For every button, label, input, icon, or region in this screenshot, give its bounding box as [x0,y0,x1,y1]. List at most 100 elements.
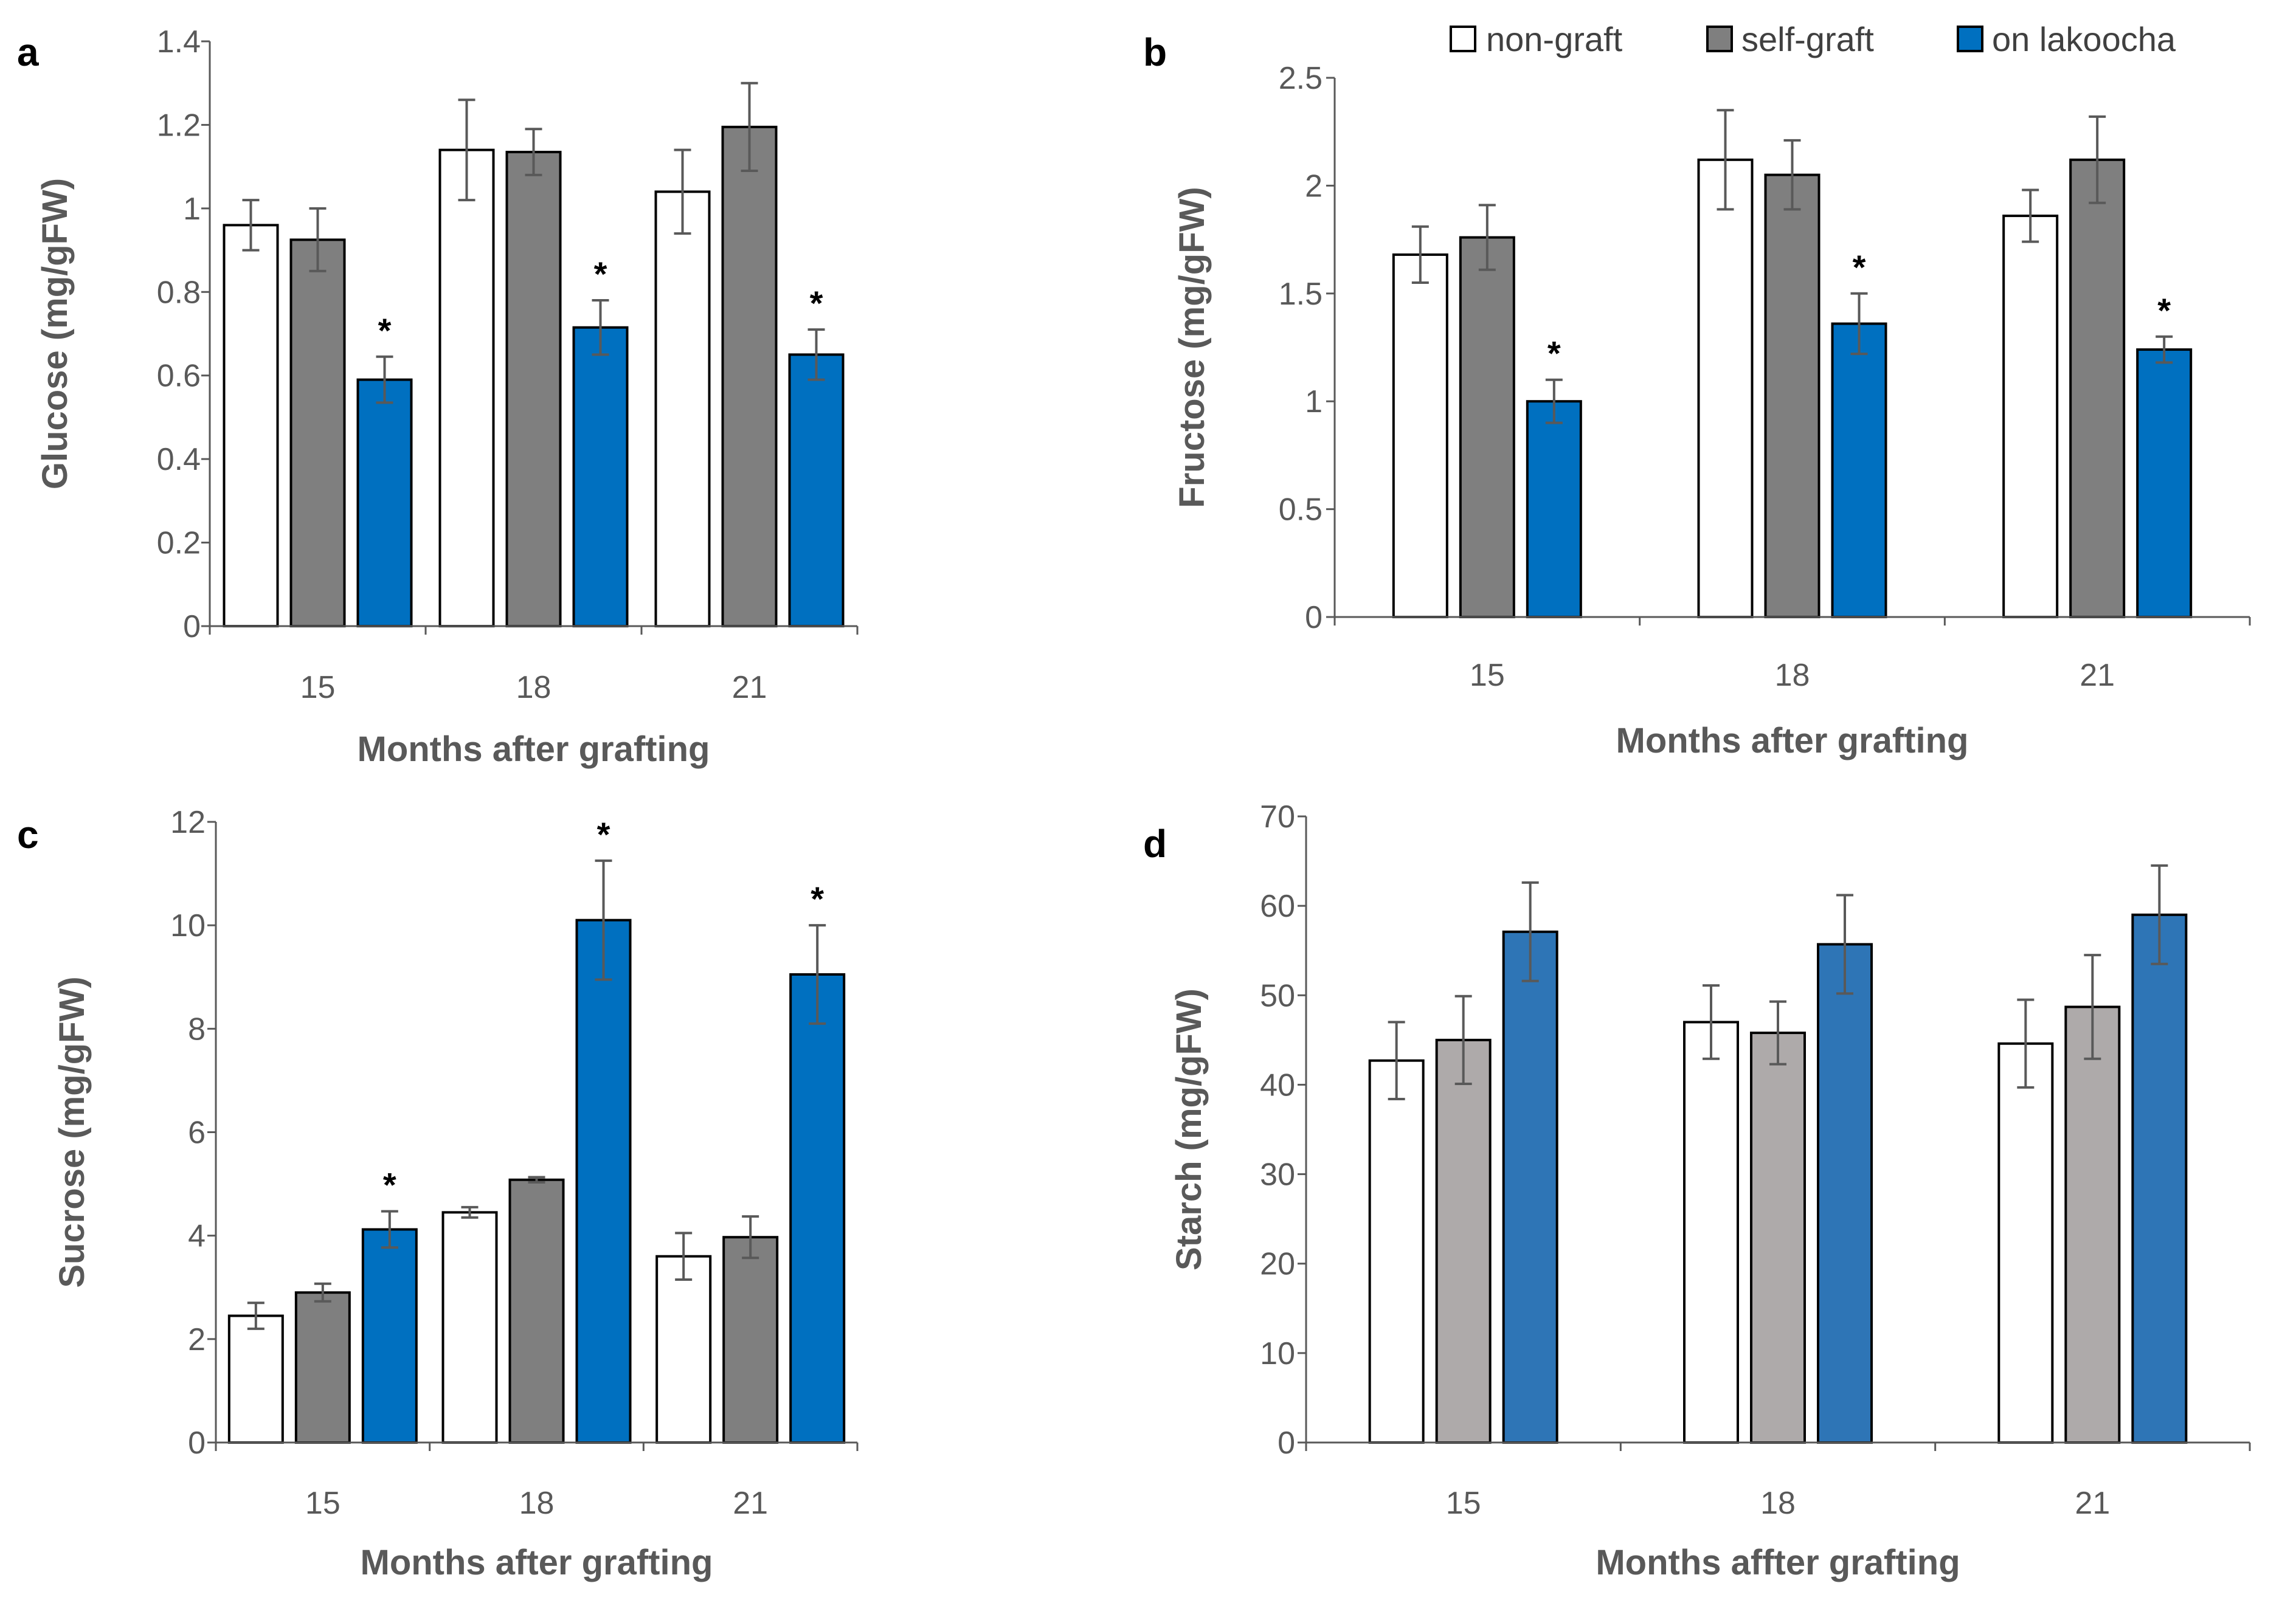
bar [2064,1005,2121,1444]
y-tick-label: 0.5 [1279,492,1323,528]
bar [361,1228,418,1444]
bar [223,224,279,628]
bar [1997,1042,2054,1444]
y-tick-label: 40 [1260,1067,1295,1103]
bar [294,1291,351,1444]
y-tick-label: 8 [188,1012,206,1047]
panel-label-c: c [17,813,39,857]
y-tick-label: 6 [188,1115,206,1151]
x-tick-label: 15 [300,670,336,705]
bar [789,973,846,1444]
y-tick-label: 50 [1260,978,1295,1013]
significance-star: * [383,1166,396,1204]
bar [1392,253,1448,619]
legend-swatch-non-graft [1450,26,1476,52]
bar [289,238,346,627]
y-tick-label: 0.2 [157,526,201,561]
bar [1750,1032,1806,1444]
x-axis-title: Months after grafting [361,1543,713,1582]
y-tick-label: 10 [170,908,206,943]
y-tick-label: 1 [183,191,201,227]
y-tick-label: 1.4 [157,24,201,60]
chart-sucrose: 0 2 4 6 8 10 12 * 15 * 18 * 21 Months after grafting S… [52,805,859,1582]
y-tick-label: 0 [183,609,201,644]
bar [1683,1021,1739,1444]
panel-label-b: b [1143,30,1167,74]
y-tick-label: 0 [1278,1425,1295,1461]
bar [1502,930,1558,1444]
x-tick-label: 18 [1775,658,1810,693]
bar [1459,236,1515,618]
y-tick-label: 10 [1260,1336,1295,1371]
bar [438,148,495,627]
y-tick-label: 0 [188,1425,206,1461]
significance-star: * [2157,291,2171,329]
bar [2136,348,2193,618]
legend-swatch-on-lakoocha [1957,26,1983,52]
y-tick-label: 2 [1305,168,1323,204]
y-tick-label: 30 [1260,1157,1295,1193]
chart-fructose: 0 0.5 1 1.5 2 2.5 * 15 * 18 * 21 Months after grafti… [1172,61,2251,760]
bar [505,151,562,628]
legend-label-on-lakoocha: on lakoocha [1992,20,2176,58]
y-tick-label: 4 [188,1219,206,1254]
legend-entry-non-graft: non-graft [1450,20,1623,58]
bar [1831,322,1887,618]
x-axis-title: Months after grafting [358,729,710,769]
significance-star: * [597,815,610,853]
x-tick-label: 18 [519,1486,555,1521]
bar [655,1255,712,1444]
y-tick-label: 0.4 [157,442,201,477]
x-tick-label: 15 [305,1486,341,1521]
x-tick-label: 21 [733,1486,768,1521]
chart-starch: 0 10 20 30 40 50 60 70 15 18 21 Months affter graft… [1169,799,2251,1582]
bar [788,353,845,627]
bar [2002,215,2059,618]
y-tick-label: 2 [188,1322,206,1357]
bar [356,378,413,627]
y-tick-label: 0.6 [157,359,201,394]
x-axis-title: Months affter grafting [1596,1543,1960,1582]
x-tick-label: 21 [2080,658,2115,693]
significance-star: * [1547,334,1561,373]
significance-star: * [810,284,823,322]
y-tick-label: 70 [1260,799,1295,835]
y-tick-label: 1.5 [1279,277,1323,312]
panel-label-d: d [1143,822,1167,866]
y-tick-label: 1.2 [157,108,201,143]
y-tick-label: 2.5 [1279,61,1323,96]
y-axis-title: Fructose (mg/gFW) [1172,187,1212,508]
bar [654,190,711,628]
x-tick-label: 21 [2075,1486,2110,1521]
y-tick-label: 20 [1260,1247,1295,1282]
y-tick-label: 60 [1260,889,1295,924]
legend-swatch-self-graft [1706,26,1733,52]
panel-label-a: a [17,30,39,74]
x-tick-label: 18 [516,670,552,705]
bar [1697,158,1754,619]
x-tick-label: 21 [732,670,767,705]
bar [1764,173,1821,619]
legend-label-non-graft: non-graft [1486,20,1623,58]
significance-star: * [1853,248,1866,286]
legend: non-graft self-graft on lakoocha [1450,20,2176,58]
legend-entry-on-lakoocha: on lakoocha [1957,20,2176,58]
legend-entry-self-graft: self-graft [1706,20,1874,58]
legend-label-self-graft: self-graft [1741,20,1874,58]
x-tick-label: 15 [1446,1486,1481,1521]
significance-star: * [378,311,392,350]
bar [2131,913,2188,1444]
y-axis-title: Glucose (mg/gFW) [35,178,75,489]
bar [1817,943,1873,1444]
x-axis-title: Months after grafting [1616,721,1969,760]
bar [1435,1038,1492,1444]
bar [508,1178,565,1444]
y-tick-label: 12 [170,805,206,840]
x-tick-label: 15 [1470,658,1505,693]
y-axis-title: Starch (mg/gFW) [1169,988,1209,1270]
bar [1526,400,1582,618]
chart-glucose: 0 0.2 0.4 0.6 0.8 1 1.2 1.4 * 15 * 18 * 21 Months afte… [35,24,859,769]
bar [441,1211,498,1444]
bar [721,125,778,628]
